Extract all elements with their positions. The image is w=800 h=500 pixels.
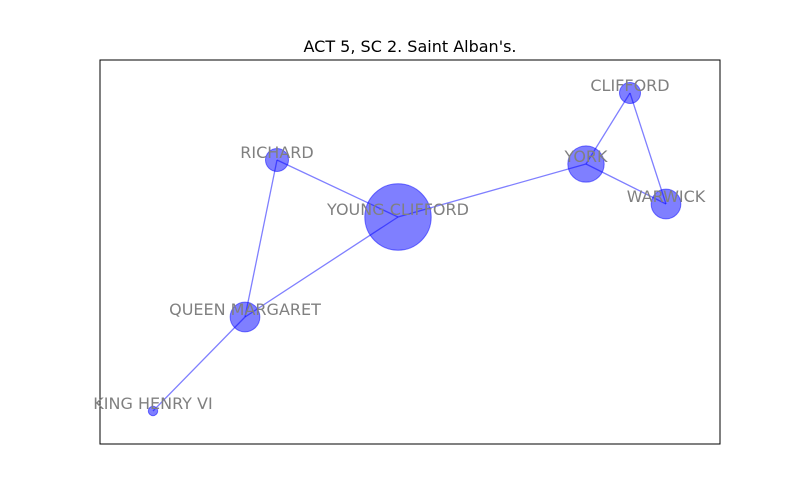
node-label-king-henry-vi: KING HENRY VI <box>93 394 212 413</box>
node-york <box>567 145 605 183</box>
node-label-queen-margaret: QUEEN MARGARET <box>169 300 321 319</box>
node-warwick <box>650 188 682 220</box>
node-richard <box>264 147 290 173</box>
labels-layer: YOUNG CLIFFORD YORK CLIFFORD WARWICK RICHARD… <box>93 76 705 413</box>
node-label-young-clifford: YOUNG CLIFFORD <box>326 200 469 219</box>
edge-clifford-warwick <box>629 92 667 205</box>
nodes-layer <box>147 82 682 417</box>
node-label-clifford: CLIFFORD <box>590 76 669 95</box>
edge-queen-margaret-king-henry-vi <box>152 316 246 412</box>
edges-layer <box>152 92 667 412</box>
plot-frame <box>99 59 721 445</box>
node-label-york: YORK <box>563 147 608 166</box>
node-clifford <box>619 82 641 104</box>
node-label-warwick: WARWICK <box>627 187 706 206</box>
figure-title: ACT 5, SC 2. Saint Alban's. <box>303 37 516 56</box>
edge-richard-queen-margaret <box>244 159 278 318</box>
node-young-clifford <box>364 183 432 251</box>
node-label-richard: RICHARD <box>240 143 313 162</box>
node-king-henry-vi <box>147 405 159 417</box>
node-queen-margaret <box>229 301 261 333</box>
